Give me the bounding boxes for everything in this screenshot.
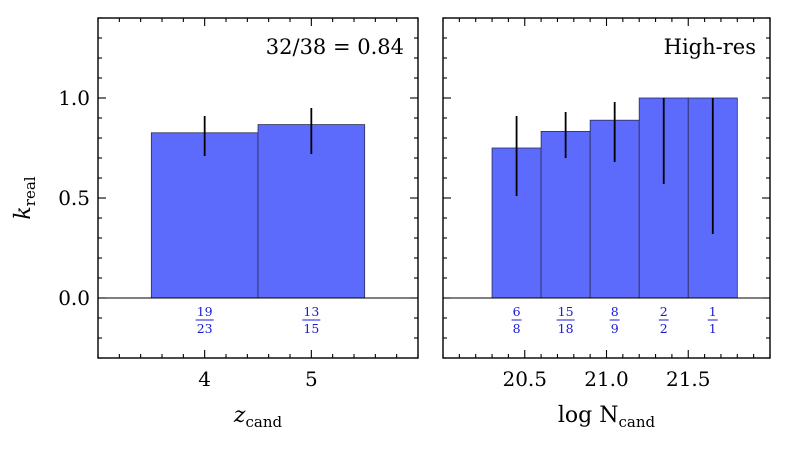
ylabel-sub: real: [21, 176, 39, 206]
x-tick-label: 20.5: [502, 367, 547, 391]
y-tick-label: 0.0: [58, 286, 90, 310]
y-tick-label: 1.0: [58, 86, 90, 110]
right-bars: [491, 97, 738, 299]
left-plot-frame: [97, 17, 419, 359]
right-x-axis-label: log Ncand: [558, 403, 656, 431]
right-plot-frame: [442, 17, 771, 359]
fraction-numerator: 8: [611, 304, 619, 319]
fraction-denominator: 18: [558, 321, 574, 336]
x-tick-label: 5: [305, 367, 318, 391]
right-xlabel-sub: cand: [619, 413, 656, 431]
fraction-label-3: 22: [658, 304, 669, 336]
fraction-label-0: 68: [511, 304, 522, 336]
fraction-denominator: 8: [513, 321, 521, 336]
fraction-numerator: 13: [303, 304, 319, 319]
fraction-numerator: 1: [709, 304, 717, 319]
fraction-denominator: 2: [660, 321, 668, 336]
right-errorbars: [515, 98, 714, 234]
left-ytick-labels: 0.0 0.5 1.0: [58, 86, 90, 310]
fraction-denominator: 9: [611, 321, 619, 336]
y-axis-label: kreal: [11, 176, 39, 219]
bar-0: [150, 132, 259, 299]
fraction-denominator: 1: [709, 321, 717, 336]
x-tick-label: 21.5: [666, 367, 711, 391]
fraction-denominator: 23: [197, 321, 213, 336]
left-annotation: 32/38 = 0.84: [266, 35, 404, 59]
left-xlabel-sub: cand: [245, 413, 282, 431]
x-tick-label: 4: [198, 367, 211, 391]
fraction-denominator: 15: [303, 321, 319, 336]
fraction-numerator: 2: [660, 304, 668, 319]
fraction-numerator: 19: [197, 304, 213, 319]
left-x-axis-label: zcand: [233, 403, 283, 431]
left-errorbars: [203, 108, 313, 156]
left-xlabel-main: z: [233, 403, 246, 428]
ylabel-main: k: [11, 206, 36, 219]
fraction-label-4: 11: [707, 304, 718, 336]
fraction-numerator: 15: [558, 304, 574, 319]
x-tick-label: 21.0: [584, 367, 629, 391]
bar-1: [540, 130, 591, 299]
left-bars: [150, 124, 366, 299]
fraction-label-2: 89: [609, 304, 620, 336]
fraction-numerator: 6: [513, 304, 521, 319]
y-tick-label: 0.5: [58, 186, 90, 210]
right-annotation: High-res: [664, 35, 756, 59]
right-xlabel-main: log N: [558, 403, 619, 428]
right-xtick-labels: 20.5 21.0 21.5: [502, 367, 710, 391]
